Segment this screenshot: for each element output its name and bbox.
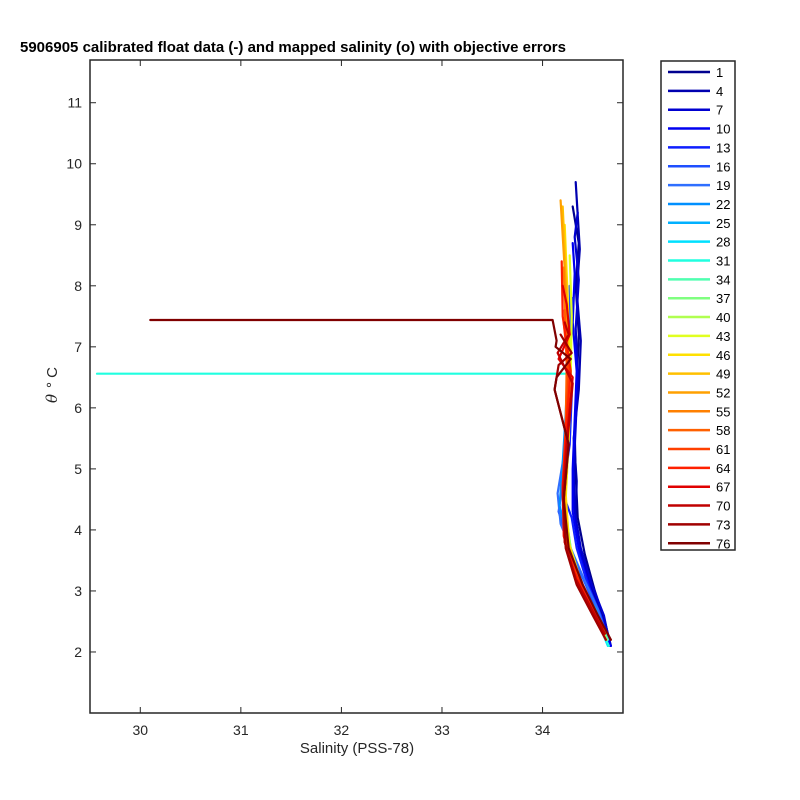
series-line-76 bbox=[149, 318, 613, 641]
axes-frame bbox=[89, 59, 624, 714]
x-tick-label: 30 bbox=[132, 722, 148, 738]
y-tick-label: 4 bbox=[74, 522, 82, 538]
y-tick-label: 6 bbox=[74, 400, 82, 416]
y-axis-label: θ ° C bbox=[43, 367, 61, 403]
legend-label: 25 bbox=[716, 216, 730, 231]
legend-label: 58 bbox=[716, 423, 730, 438]
legend-label: 31 bbox=[716, 254, 730, 269]
x-tick-label: 32 bbox=[334, 722, 350, 738]
x-axis-label: Salinity (PSS-78) bbox=[300, 740, 414, 757]
legend-label: 4 bbox=[716, 84, 723, 99]
legend-label: 28 bbox=[716, 235, 730, 250]
y-tick-label: 10 bbox=[66, 156, 82, 172]
legend-label: 64 bbox=[716, 461, 730, 476]
series-lines bbox=[95, 181, 613, 648]
y-tick-label: 3 bbox=[74, 583, 82, 599]
legend-label: 34 bbox=[716, 272, 730, 287]
axes-background bbox=[90, 60, 623, 713]
y-tick-label: 2 bbox=[74, 644, 82, 660]
legend-label: 19 bbox=[716, 178, 730, 193]
legend-label: 43 bbox=[716, 329, 730, 344]
chart-title: 5906905 calibrated float data (-) and ma… bbox=[20, 39, 566, 56]
legend-label: 67 bbox=[716, 480, 730, 495]
legend-label: 16 bbox=[716, 159, 730, 174]
legend-label: 55 bbox=[716, 404, 730, 419]
y-tick-label: 5 bbox=[74, 461, 82, 477]
y-axis: 2 3 4 5 6 7 8 9 10 11 bbox=[66, 95, 623, 660]
series-line-7 bbox=[572, 211, 611, 641]
x-axis: 30 31 32 33 34 bbox=[132, 60, 551, 738]
y-axis-label-symbol: θ bbox=[43, 394, 61, 403]
x-tick-label: 34 bbox=[535, 722, 551, 738]
legend-label: 13 bbox=[716, 140, 730, 155]
legend-label: 73 bbox=[716, 517, 730, 532]
x-tick-label: 31 bbox=[233, 722, 249, 738]
legend-label: 10 bbox=[716, 122, 730, 137]
y-tick-label: 8 bbox=[74, 278, 82, 294]
legend-label: 1 bbox=[716, 65, 723, 80]
legend-label: 7 bbox=[716, 103, 723, 118]
legend-label: 22 bbox=[716, 197, 730, 212]
legend-label: 40 bbox=[716, 310, 730, 325]
x-tick-label: 33 bbox=[434, 722, 450, 738]
legend-label: 61 bbox=[716, 442, 730, 457]
legend-label: 52 bbox=[716, 385, 730, 400]
legend-label: 37 bbox=[716, 291, 730, 306]
svg-text:θ° C: θ ° C bbox=[43, 367, 61, 403]
legend-label: 46 bbox=[716, 348, 730, 363]
legend: 1 4 7 10 13 16 19 22 25 28 31 34 37 40 43 46 49 52 55 58 61 6… bbox=[660, 60, 736, 551]
y-tick-label: 9 bbox=[74, 217, 82, 233]
legend-label: 76 bbox=[716, 536, 730, 551]
y-tick-label: 7 bbox=[74, 339, 82, 355]
y-tick-label: 11 bbox=[67, 95, 82, 111]
y-axis-label-unit: ° C bbox=[44, 367, 61, 388]
legend-label: 49 bbox=[716, 367, 730, 382]
legend-label: 70 bbox=[716, 499, 730, 514]
